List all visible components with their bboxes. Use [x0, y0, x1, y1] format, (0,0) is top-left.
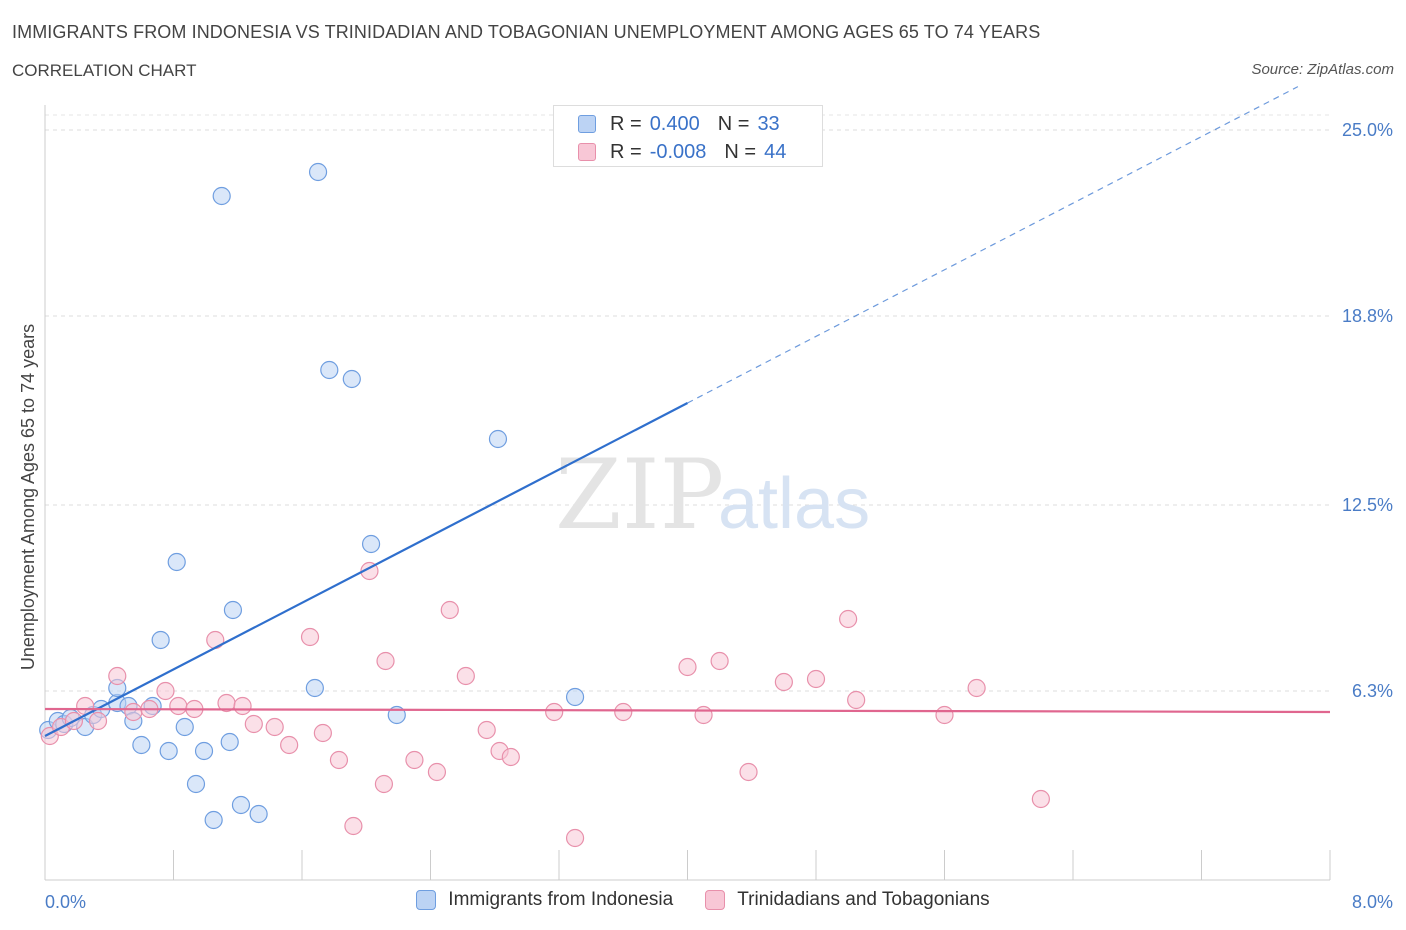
legend-label-indonesia: Immigrants from Indonesia: [448, 889, 674, 910]
point-trinidad: [405, 750, 424, 770]
legend-swatch-trinidad: [578, 143, 596, 161]
legend-swatch-indonesia: [578, 115, 596, 133]
legend-item-trinidad[interactable]: Trinidadians and Tobagonians: [705, 889, 990, 911]
point-trinidad: [376, 651, 395, 671]
x-tick-label: 8.0%: [1352, 892, 1393, 912]
point-indonesia: [488, 429, 508, 449]
legend-row-trinidad: R = -0.008 N = 44: [578, 140, 786, 164]
watermark: ZIP atlas: [555, 439, 870, 551]
y-tick-label: 18.8%: [1342, 306, 1393, 326]
point-trinidad: [300, 627, 320, 647]
watermark-zip: ZIP: [555, 439, 724, 551]
point-indonesia: [167, 552, 186, 572]
point-indonesia: [194, 741, 214, 761]
point-trinidad: [614, 702, 633, 722]
point-indonesia: [361, 534, 381, 554]
point-trinidad: [694, 705, 713, 725]
legend-item-indonesia[interactable]: Immigrants from Indonesia: [416, 889, 673, 911]
point-indonesia: [565, 687, 585, 707]
trend-line-indonesia: [44, 402, 689, 737]
watermark-atlas: atlas: [718, 464, 870, 544]
point-indonesia: [305, 678, 324, 698]
point-trinidad: [774, 672, 793, 692]
point-indonesia: [151, 630, 170, 650]
point-trinidad: [710, 651, 729, 671]
x-tick-label: 0.0%: [45, 892, 86, 912]
point-trinidad: [313, 723, 332, 743]
point-trinidad: [374, 774, 394, 794]
trend-line-indonesia-extension: [687, 86, 1299, 404]
point-trinidad: [456, 666, 475, 686]
point-indonesia: [342, 369, 361, 389]
point-trinidad: [847, 690, 866, 710]
point-trinidad: [501, 747, 520, 767]
point-indonesia: [186, 774, 206, 794]
point-trinidad: [344, 816, 363, 836]
legend-label-trinidad: Trinidadians and Tobagonians: [737, 889, 990, 910]
trend-line-trinidad: [44, 707, 1331, 714]
point-trinidad: [169, 696, 188, 716]
point-trinidad: [806, 669, 826, 689]
point-trinidad: [206, 630, 225, 650]
point-trinidad: [678, 657, 697, 677]
point-trinidad: [244, 714, 263, 734]
legend-row-indonesia: R = 0.400 N = 33: [578, 112, 780, 136]
point-trinidad: [440, 600, 459, 620]
point-indonesia: [132, 735, 151, 755]
chart-title: IMMIGRANTS FROM INDONESIA VS TRINIDADIAN…: [12, 22, 1041, 42]
axes: [44, 105, 1331, 881]
point-trinidad: [739, 762, 758, 782]
point-indonesia: [204, 810, 223, 830]
trend-lines: [44, 86, 1331, 737]
axis-labels: 6.3% 12.5% 18.8% 25.0% 0.0% 8.0% Unemployment …: [18, 120, 1393, 912]
point-trinidad: [967, 678, 986, 698]
point-trinidad: [124, 702, 143, 722]
point-indonesia: [223, 600, 243, 620]
legend-r-value: 0.400: [649, 112, 700, 135]
point-trinidad: [1031, 789, 1050, 809]
point-trinidad: [329, 750, 349, 770]
source-credit: Source: ZipAtlas.com: [1251, 61, 1394, 78]
stats-legend: R = 0.400 N = 33 R = -0.008 N = 44: [553, 105, 823, 167]
y-tick-label: 12.5%: [1342, 495, 1393, 515]
point-indonesia: [220, 732, 239, 752]
legend-n-label: N =: [717, 112, 750, 135]
series-legend: Immigrants from Indonesia Trinidadians a…: [0, 889, 1406, 911]
point-trinidad: [280, 735, 299, 755]
chart-subtitle: CORRELATION CHART: [12, 61, 197, 80]
point-trinidad: [545, 702, 564, 722]
point-indonesia: [231, 795, 251, 815]
legend-r-value: -0.008: [649, 140, 707, 163]
point-trinidad: [427, 762, 447, 782]
legend-r-label: R =: [610, 140, 642, 163]
point-trinidad: [265, 717, 284, 737]
legend-r-label: R =: [610, 112, 642, 135]
point-indonesia: [175, 717, 194, 737]
legend-n-label: N =: [724, 140, 757, 163]
legend-n-value: 44: [764, 140, 787, 163]
point-indonesia: [308, 162, 328, 182]
point-indonesia: [249, 804, 268, 824]
point-trinidad: [477, 720, 496, 740]
point-indonesia: [320, 360, 339, 380]
point-trinidad: [108, 666, 127, 686]
y-tick-label: 6.3%: [1352, 681, 1393, 701]
y-tick-label: 25.0%: [1342, 120, 1393, 140]
point-trinidad: [839, 609, 858, 629]
legend-n-value: 33: [757, 112, 780, 135]
point-trinidad: [565, 828, 585, 848]
point-indonesia: [212, 186, 231, 206]
legend-swatch-trinidad: [705, 890, 726, 910]
point-trinidad: [88, 711, 108, 731]
point-trinidad: [233, 696, 252, 716]
point-indonesia: [159, 741, 178, 761]
point-trinidad: [935, 705, 954, 725]
legend-swatch-indonesia: [416, 890, 437, 910]
point-trinidad: [156, 681, 175, 701]
y-axis-label: Unemployment Among Ages 65 to 74 years: [18, 324, 38, 670]
data-points: [39, 162, 1050, 848]
